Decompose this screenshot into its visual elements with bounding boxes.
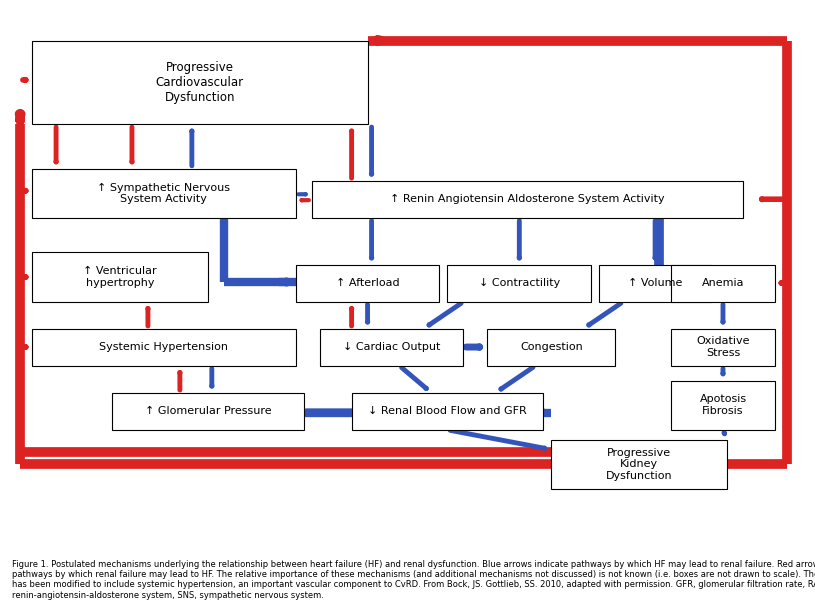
Text: ↓ Contractility: ↓ Contractility [478, 278, 560, 288]
FancyBboxPatch shape [32, 329, 296, 366]
FancyBboxPatch shape [32, 252, 208, 302]
Text: Anemia: Anemia [702, 278, 744, 288]
FancyBboxPatch shape [447, 264, 591, 302]
FancyBboxPatch shape [319, 329, 464, 366]
FancyBboxPatch shape [671, 264, 775, 302]
Text: ↑ Renin Angiotensin Aldosterone System Activity: ↑ Renin Angiotensin Aldosterone System A… [390, 194, 664, 204]
FancyBboxPatch shape [32, 169, 296, 218]
FancyBboxPatch shape [599, 264, 711, 302]
Text: Progressive
Cardiovascular
Dysfunction: Progressive Cardiovascular Dysfunction [156, 61, 244, 104]
FancyBboxPatch shape [296, 264, 439, 302]
FancyBboxPatch shape [671, 329, 775, 366]
Text: Congestion: Congestion [520, 343, 583, 352]
Text: ↑ Glomerular Pressure: ↑ Glomerular Pressure [144, 406, 271, 416]
Text: ↑ Sympathetic Nervous
System Activity: ↑ Sympathetic Nervous System Activity [98, 183, 231, 204]
Text: ↑ Afterload: ↑ Afterload [336, 278, 399, 288]
Text: ↓ Cardiac Output: ↓ Cardiac Output [343, 343, 440, 352]
FancyBboxPatch shape [487, 329, 615, 366]
Text: Oxidative
Stress: Oxidative Stress [696, 337, 750, 358]
FancyBboxPatch shape [671, 380, 775, 430]
Text: Apotosis
Fibrosis: Apotosis Fibrosis [699, 394, 747, 416]
FancyBboxPatch shape [112, 393, 304, 430]
FancyBboxPatch shape [32, 40, 368, 124]
Text: Figure 1. Postulated mechanisms underlying the relationship between heart failur: Figure 1. Postulated mechanisms underlyi… [12, 560, 815, 600]
Text: Progressive
Kidney
Dysfunction: Progressive Kidney Dysfunction [606, 448, 672, 481]
Text: Systemic Hypertension: Systemic Hypertension [99, 343, 228, 352]
Text: ↓ Renal Blood Flow and GFR: ↓ Renal Blood Flow and GFR [368, 406, 526, 416]
Text: ↑ Ventricular
hypertrophy: ↑ Ventricular hypertrophy [83, 266, 156, 288]
FancyBboxPatch shape [311, 181, 743, 218]
FancyBboxPatch shape [351, 393, 544, 430]
FancyBboxPatch shape [551, 440, 727, 489]
Text: ↑ Volume: ↑ Volume [628, 278, 682, 288]
